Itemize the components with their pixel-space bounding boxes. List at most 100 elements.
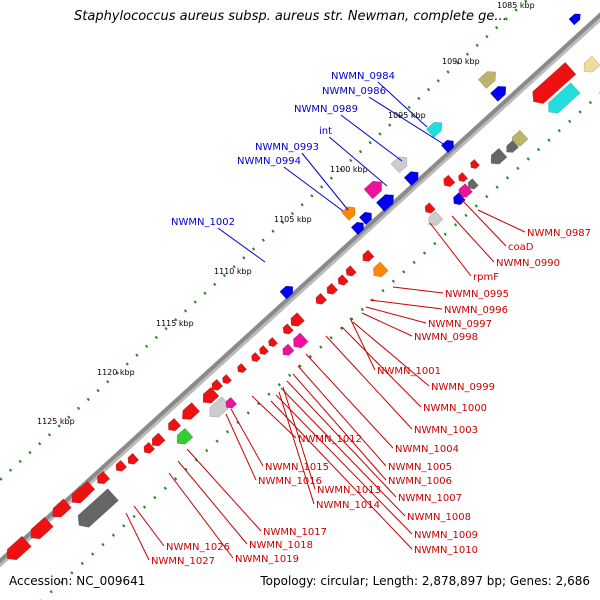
leader-line <box>186 448 262 532</box>
reverse-gene <box>506 140 519 153</box>
reverse-gene <box>127 452 140 465</box>
reverse-gene <box>458 183 473 198</box>
gc-dot <box>203 291 207 295</box>
reverse-gene-label: NWMN_0995 <box>445 289 509 300</box>
gc-dot <box>412 260 416 265</box>
leader-line <box>325 335 413 430</box>
gc-dot <box>256 401 261 406</box>
leader-line <box>133 505 165 547</box>
leader-line <box>286 380 397 498</box>
reverse-gene <box>532 61 577 104</box>
reverse-gene-label: NWMN_0987 <box>527 228 591 239</box>
gc-dot <box>57 424 61 428</box>
gc-dot <box>174 318 178 322</box>
reverse-gene <box>362 249 375 262</box>
reverse-gene <box>71 486 89 504</box>
gc-dot <box>526 157 530 161</box>
gc-dot <box>38 442 42 446</box>
reverse-gene <box>176 427 194 445</box>
forward-gene <box>390 156 408 174</box>
forward-gene-label: NWMN_0989 <box>294 104 358 115</box>
forward-gene-label: NWMN_0984 <box>331 71 395 82</box>
reverse-gene <box>225 396 238 409</box>
gc-dot <box>59 580 64 584</box>
gc-dot <box>111 533 116 537</box>
gc-dot <box>339 326 344 330</box>
gc-dot <box>456 61 460 65</box>
tick-label: 1105 kbp <box>274 215 312 224</box>
gc-dot <box>300 203 304 207</box>
leader-line <box>282 386 316 490</box>
gc-dot <box>524 0 528 3</box>
reverse-gene <box>182 402 201 420</box>
reverse-gene <box>30 516 54 540</box>
gc-dot <box>47 433 52 437</box>
gc-dot <box>153 495 157 500</box>
tick-label: 1085 kbp <box>497 1 535 10</box>
reverse-gene <box>293 332 309 349</box>
gc-dot <box>495 185 499 189</box>
reverse-gene-label: NWMN_1005 <box>388 462 452 473</box>
forward-gene-label: NWMN_0994 <box>237 156 301 167</box>
leader-line <box>292 373 387 481</box>
leader-line <box>392 286 444 294</box>
gc-dot <box>505 176 510 180</box>
leader-line <box>225 413 257 481</box>
gc-dot <box>350 317 354 321</box>
gc-dot <box>536 147 541 152</box>
gc-dot <box>475 43 479 48</box>
reverse-gene-label: NWMN_1007 <box>398 493 462 504</box>
reverse-gene <box>211 378 224 391</box>
gc-dot <box>557 129 561 133</box>
gc-dot <box>391 279 396 283</box>
leader-line <box>217 227 266 263</box>
tick-label: 1125 kbp <box>37 417 75 426</box>
leader-line <box>369 299 443 310</box>
leader-line <box>278 391 315 505</box>
gc-dot <box>0 477 3 481</box>
gc-dot <box>251 247 256 251</box>
reverse-gene <box>428 210 444 226</box>
forward-gene-label: NWMN_0993 <box>255 142 319 153</box>
reverse-gene-label: NWMN_1008 <box>407 512 471 523</box>
gc-dot <box>135 353 139 357</box>
gc-dot <box>183 309 188 313</box>
gc-dot <box>358 149 363 154</box>
reverse-gene-label: NWMN_1010 <box>414 545 478 556</box>
forward-gene <box>363 180 382 200</box>
reverse-gene <box>490 147 508 165</box>
tick-label: 1110 kbp <box>214 267 252 276</box>
reverse-gene-label: NWMN_1012 <box>298 434 362 445</box>
leader-line <box>305 353 394 449</box>
gc-dot <box>281 220 285 225</box>
reverse-gene <box>115 459 128 472</box>
gc-dot <box>319 345 323 349</box>
gc-dot <box>388 123 392 127</box>
gc-dot <box>164 326 168 331</box>
gc-dot <box>70 571 74 575</box>
gc-dot <box>495 25 499 30</box>
gc-dot <box>368 141 372 145</box>
leader-line <box>270 400 413 550</box>
leader-line <box>377 81 428 128</box>
reverse-gene-label: NWMN_1015 <box>265 462 329 473</box>
leader-line <box>352 321 430 387</box>
gc-dot <box>422 251 427 255</box>
gc-dot <box>96 388 100 393</box>
accession-label: Accession: NC_009641 <box>9 574 146 588</box>
gc-dot <box>568 119 572 124</box>
reverse-gene-label: NWMN_1014 <box>316 500 380 511</box>
gc-dot <box>378 132 382 136</box>
reverse-gene-label: NWMN_1019 <box>235 554 299 565</box>
gc-dot <box>184 467 188 472</box>
gc-dot <box>514 8 518 12</box>
leader-line <box>477 209 526 233</box>
reverse-gene-label: NWMN_1017 <box>263 527 327 538</box>
reverse-gene <box>151 432 166 447</box>
gc-dot <box>222 273 227 278</box>
forward-gene <box>279 285 294 300</box>
gc-dot <box>485 34 489 39</box>
reverse-gene <box>168 417 182 432</box>
gc-dot <box>277 383 281 387</box>
reverse-gene-label: NWMN_1018 <box>249 540 313 551</box>
